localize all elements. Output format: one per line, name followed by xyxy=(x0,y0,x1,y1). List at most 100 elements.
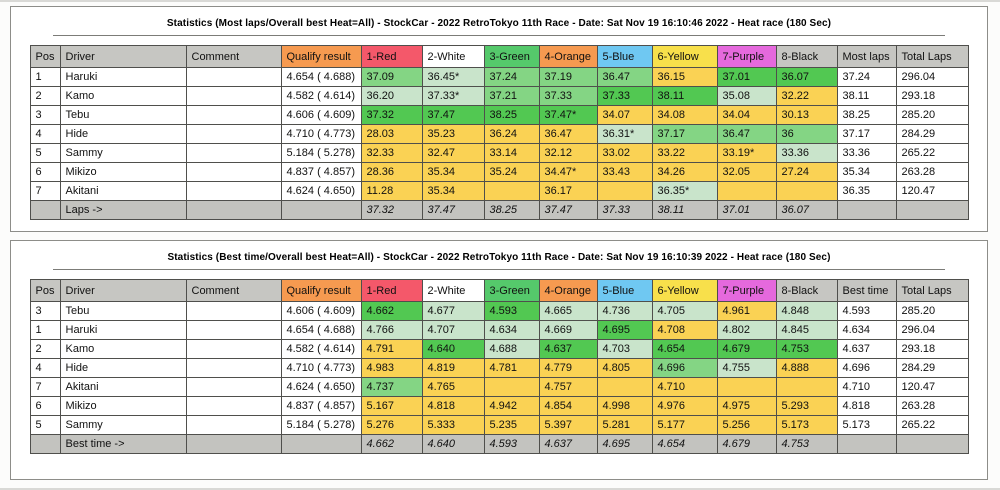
title-divider xyxy=(53,269,945,270)
cell-most-laps: 35.34 xyxy=(836,162,897,182)
cell-heat-7-purple: 4.802 xyxy=(716,320,777,340)
cell-pos: 3 xyxy=(29,301,61,321)
cell-total-laps: 120.47 xyxy=(895,181,969,201)
cell-comment xyxy=(185,396,282,416)
summary-row: Best time -> 4.662 4.640 4.593 4.637 4.695 4.6… xyxy=(29,434,969,454)
cell-heat-6-yellow: 36.35* xyxy=(651,181,718,201)
cell-heat-2-white: 35.34 xyxy=(421,162,485,182)
cell-heat-7-purple xyxy=(716,181,777,201)
cell-most-laps: 37.24 xyxy=(836,67,897,87)
cell-driver: Mikizo xyxy=(59,396,187,416)
cell-most-laps: 38.11 xyxy=(836,86,897,106)
cell-total-laps: 293.18 xyxy=(895,86,969,106)
cell-heat-4-orange: 37.19 xyxy=(538,67,598,87)
cell-heat-4-orange: 4.757 xyxy=(538,377,598,397)
cell-heat-1-red: 4.662 xyxy=(360,301,423,321)
cell-driver: Hide xyxy=(59,358,187,378)
column-header-1-red: 1-Red xyxy=(360,279,423,302)
cell-heat-1-red: 32.33 xyxy=(360,143,423,163)
cell-heat-4-orange: 4.779 xyxy=(538,358,598,378)
summary-heat-1-red: 37.32 xyxy=(360,200,423,220)
cell-comment xyxy=(185,339,282,359)
summary-heat-2-white: 4.640 xyxy=(421,434,485,454)
summary-row: Laps -> 37.32 37.47 38.25 37.47 37.33 38.11 37.… xyxy=(29,200,969,220)
cell-heat-7-purple: 36.47 xyxy=(716,124,777,144)
summary-heat-3-green: 38.25 xyxy=(483,200,540,220)
column-header-2-white: 2-White xyxy=(421,279,485,302)
cell-comment xyxy=(185,377,282,397)
cell-pos xyxy=(29,434,61,454)
driver-row-haruki: 1 Haruki 4.654 ( 4.688) 4.766 4.707 4.634 4.66… xyxy=(29,320,969,340)
cell-heat-7-purple: 4.679 xyxy=(716,339,777,359)
summary-row-label: Laps -> xyxy=(59,200,187,220)
most-laps-table: Pos Driver Comment Qualify result 1-Red 2-Whi… xyxy=(29,45,969,220)
cell-heat-6-yellow: 4.696 xyxy=(651,358,718,378)
cell-heat-4-orange: 37.33 xyxy=(538,86,598,106)
cell-comment xyxy=(185,162,282,182)
cell-heat-4-orange: 34.47* xyxy=(538,162,598,182)
cell-heat-3-green xyxy=(483,377,540,397)
cell-qualify-result: 4.624 ( 4.650) xyxy=(280,181,362,201)
cell-qualify-result xyxy=(280,200,362,220)
cell-heat-5-blue: 4.695 xyxy=(596,320,653,340)
cell-total-laps xyxy=(895,200,969,220)
cell-heat-2-white: 4.819 xyxy=(421,358,485,378)
cell-heat-8-black: 32.22 xyxy=(775,86,838,106)
cell-driver: Tebu xyxy=(59,301,187,321)
scan-artifact-top xyxy=(0,0,1000,2)
column-header-qualify-result: Qualify result xyxy=(280,45,362,68)
column-header-5-blue: 5-Blue xyxy=(596,279,653,302)
cell-heat-8-black: 5.173 xyxy=(775,415,838,435)
driver-row-haruki: 1 Haruki 4.654 ( 4.688) 37.09 36.45* 37.24 37.… xyxy=(29,67,969,87)
driver-row-sammy: 5 Sammy 5.184 ( 5.278) 5.276 5.333 5.235 5.397… xyxy=(29,415,969,435)
cell-heat-6-yellow: 4.654 xyxy=(651,339,718,359)
header-row: Pos Driver Comment Qualify result 1-Red 2-Whi… xyxy=(29,45,969,68)
most-laps-panel: Statistics (Most laps/Overall best Heat=… xyxy=(10,6,988,232)
cell-heat-8-black: 4.888 xyxy=(775,358,838,378)
cell-qualify-result: 4.582 ( 4.614) xyxy=(280,339,362,359)
cell-heat-1-red: 4.737 xyxy=(360,377,423,397)
cell-most-laps: 36.35 xyxy=(836,181,897,201)
cell-heat-2-white: 4.707 xyxy=(421,320,485,340)
cell-heat-5-blue: 33.43 xyxy=(596,162,653,182)
cell-best-time: 4.634 xyxy=(836,320,897,340)
cell-heat-3-green: 36.24 xyxy=(483,124,540,144)
cell-comment xyxy=(185,358,282,378)
cell-pos xyxy=(29,200,61,220)
cell-heat-1-red: 36.20 xyxy=(360,86,423,106)
cell-most-laps: 38.25 xyxy=(836,105,897,125)
cell-total-laps: 285.20 xyxy=(895,105,969,125)
cell-most-laps xyxy=(836,200,897,220)
cell-heat-1-red: 28.36 xyxy=(360,162,423,182)
cell-heat-1-red: 37.09 xyxy=(360,67,423,87)
cell-pos: 2 xyxy=(29,86,61,106)
driver-row-mikizo: 6 Mikizo 4.837 ( 4.857) 5.167 4.818 4.942 4.85… xyxy=(29,396,969,416)
column-header-7-purple: 7-Purple xyxy=(716,279,777,302)
cell-heat-2-white: 37.33* xyxy=(421,86,485,106)
cell-driver: Haruki xyxy=(59,320,187,340)
cell-heat-4-orange: 4.637 xyxy=(538,339,598,359)
column-header-driver: Driver xyxy=(59,45,187,68)
cell-qualify-result: 5.184 ( 5.278) xyxy=(280,143,362,163)
cell-total-laps: 263.28 xyxy=(895,162,969,182)
cell-heat-2-white: 36.45* xyxy=(421,67,485,87)
cell-heat-4-orange: 32.12 xyxy=(538,143,598,163)
column-header-5-blue: 5-Blue xyxy=(596,45,653,68)
column-header-qualify-result: Qualify result xyxy=(280,279,362,302)
cell-qualify-result: 4.710 ( 4.773) xyxy=(280,358,362,378)
summary-heat-3-green: 4.593 xyxy=(483,434,540,454)
summary-heat-2-white: 37.47 xyxy=(421,200,485,220)
cell-driver: Hide xyxy=(59,124,187,144)
driver-row-akitani: 7 Akitani 4.624 ( 4.650) 4.737 4.765 4.757 4.7… xyxy=(29,377,969,397)
cell-most-laps: 37.17 xyxy=(836,124,897,144)
cell-comment xyxy=(185,434,282,454)
driver-row-kamo: 2 Kamo 4.582 ( 4.614) 36.20 37.33* 37.21 37.33… xyxy=(29,86,969,106)
cell-heat-4-orange: 4.665 xyxy=(538,301,598,321)
cell-pos: 6 xyxy=(29,162,61,182)
cell-most-laps: 33.36 xyxy=(836,143,897,163)
cell-qualify-result xyxy=(280,434,362,454)
cell-heat-1-red: 28.03 xyxy=(360,124,423,144)
cell-heat-6-yellow: 4.708 xyxy=(651,320,718,340)
cell-heat-5-blue: 4.805 xyxy=(596,358,653,378)
summary-heat-7-purple: 4.679 xyxy=(716,434,777,454)
